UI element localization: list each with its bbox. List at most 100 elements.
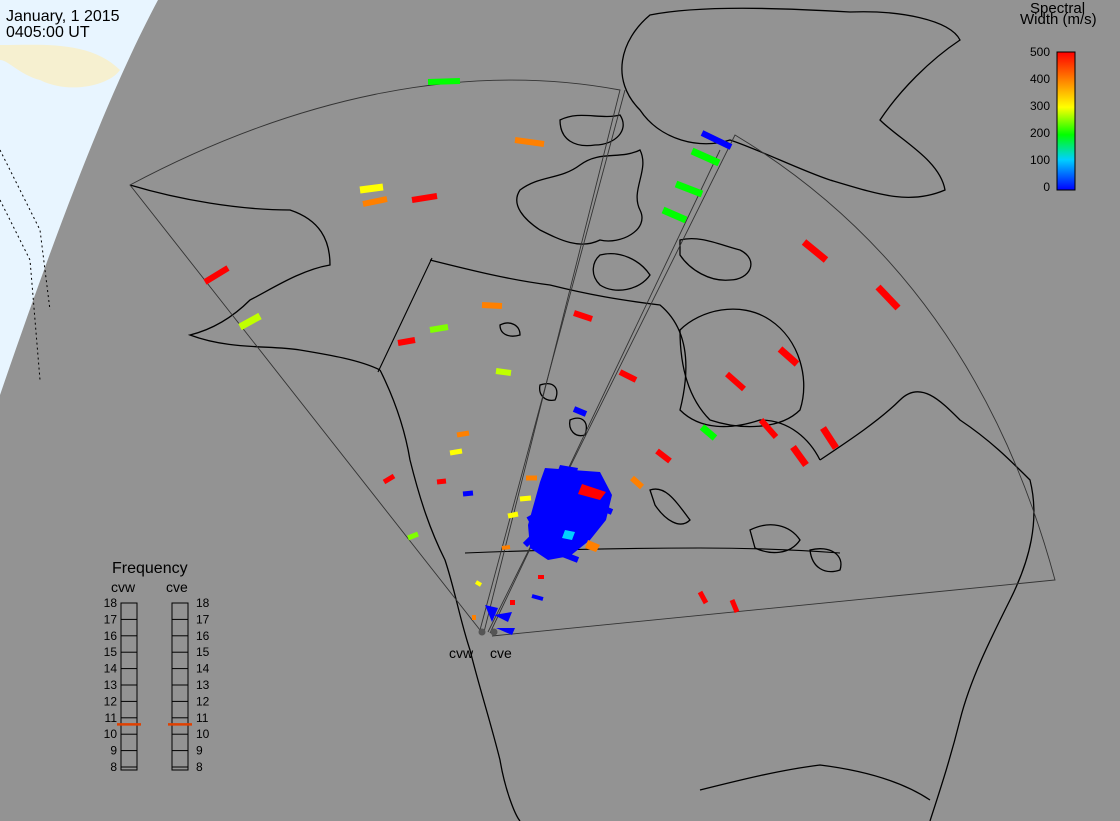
echo-segment [456, 430, 470, 438]
echo-segment [573, 310, 593, 322]
colorbar [1056, 51, 1076, 191]
near-echo-4 [510, 600, 515, 605]
echo-cluster-fragment-3 [562, 530, 575, 540]
frequency-tick-label: 16 [196, 629, 210, 643]
echo-segment [519, 495, 532, 502]
freq-radar-cvw-label: cvw [111, 579, 136, 595]
echo-segment [729, 599, 740, 613]
frequency-tick-label: 15 [104, 645, 118, 659]
echo-segment [411, 193, 438, 203]
date-label: January, 1 2015 [6, 8, 120, 25]
echo-segment [501, 545, 511, 550]
near-echo-2 [494, 612, 512, 622]
alaska-canada-border [377, 257, 433, 373]
frequency-tick-label: 10 [104, 727, 118, 741]
echo-segment [777, 346, 800, 367]
colorbar-title-line1: Spectral [1030, 0, 1086, 17]
cve-station-marker [490, 628, 498, 636]
echo-segment [699, 424, 718, 441]
cve-station-label: cve [490, 645, 512, 661]
frequency-tick-label: 13 [196, 678, 210, 692]
frequency-panel: cvw cve 18 17 16 15 14 13 12 11 10 9 8 18 17 16 15 14 13… [104, 579, 210, 774]
frequency-tick-label: 11 [196, 711, 209, 725]
colorbar-tick-200: 200 [1030, 126, 1050, 140]
echo-segment [618, 369, 638, 383]
echo-segment [820, 426, 839, 450]
echo-cluster-fragment-4 [585, 540, 600, 552]
echo-segment [725, 371, 746, 392]
echo-segment [362, 196, 388, 207]
colorbar-tick-500: 500 [1030, 45, 1050, 59]
frequency-tick-label: 9 [196, 744, 203, 758]
echo-cluster [528, 465, 612, 560]
echo-segment [531, 594, 544, 601]
frequency-tick-label: 12 [104, 694, 118, 708]
near-echo-3 [496, 628, 515, 635]
echo-segment [436, 478, 447, 485]
colorbar-tick-400: 400 [1030, 72, 1050, 86]
near-range-echoes [472, 600, 515, 635]
frequency-tick-label: 14 [104, 662, 118, 676]
daylight-landmass [0, 44, 120, 88]
frequency-tick-label: 13 [104, 678, 118, 692]
daylight-region [0, 0, 158, 395]
frequency-tick-label: 17 [104, 612, 118, 626]
echo-segment [790, 444, 809, 468]
borders [377, 257, 841, 554]
echo-segment [474, 580, 483, 587]
echo-segment [359, 183, 384, 194]
frequency-tick-label: 8 [196, 760, 203, 774]
frequency-tick-label: 17 [196, 612, 210, 626]
frequency-tick-label: 8 [110, 760, 117, 774]
echo-segment [407, 531, 419, 541]
echo-segment [655, 448, 672, 464]
cvw-station-marker [478, 628, 486, 636]
frequency-tick-label: 16 [104, 629, 118, 643]
echo-segment [690, 147, 721, 167]
near-echo-5 [472, 615, 476, 620]
frequency-tick-label: 10 [196, 727, 210, 741]
cvw-beam-edge [479, 89, 626, 631]
frequency-tick-label: 18 [196, 596, 210, 610]
frequency-tick-label: 18 [104, 596, 118, 610]
echo-segment [481, 302, 503, 309]
frequency-tick-label: 15 [196, 645, 210, 659]
echo-segment [700, 130, 733, 150]
echo-segment [758, 418, 779, 439]
echo-segment [427, 78, 461, 85]
cvw-fov-outline [129, 79, 621, 633]
time-label: 0405:00 UT [6, 24, 90, 41]
echo-segment [462, 490, 474, 497]
echo-segment [875, 284, 901, 311]
frequency-tick-label: 14 [196, 662, 210, 676]
frequency-title: Frequency [112, 560, 188, 577]
echo-segment [238, 312, 262, 331]
frequency-tick-label: 11 [105, 711, 118, 725]
echo-segment [674, 180, 704, 198]
frequency-bars: 18 17 16 15 14 13 12 11 10 9 8 18 17 16 15 14 13 12 11 10 9 8 [104, 596, 210, 774]
colorbar-title-line2: Width (m/s) [1020, 11, 1097, 28]
echo-segment [629, 475, 645, 490]
colorbar-tick-100: 100 [1030, 153, 1050, 167]
cve-fov-outline [487, 134, 1056, 637]
echo-segment [429, 324, 449, 333]
echo-segment [572, 406, 588, 417]
frequency-tick-label: 9 [110, 744, 117, 758]
echo-segment [514, 137, 545, 147]
cvw-station-label: cvw [449, 645, 474, 661]
colorbar-tick-300: 300 [1030, 99, 1050, 113]
echo-segment [661, 206, 688, 224]
echo-segment [801, 239, 829, 263]
radar-fov [129, 79, 1056, 637]
echo-segment [495, 368, 512, 376]
colorbar-ticks: 500 400 300 200 100 0 [1030, 45, 1050, 194]
freq-radar-cve-label: cve [166, 579, 188, 595]
colorbar-tick-0: 0 [1043, 180, 1050, 194]
echo-cluster-fragment-2 [578, 484, 606, 500]
echo-segment [382, 473, 396, 485]
us-canada-border [464, 547, 841, 554]
echo-segment [449, 448, 463, 456]
echo-segment [507, 511, 519, 519]
